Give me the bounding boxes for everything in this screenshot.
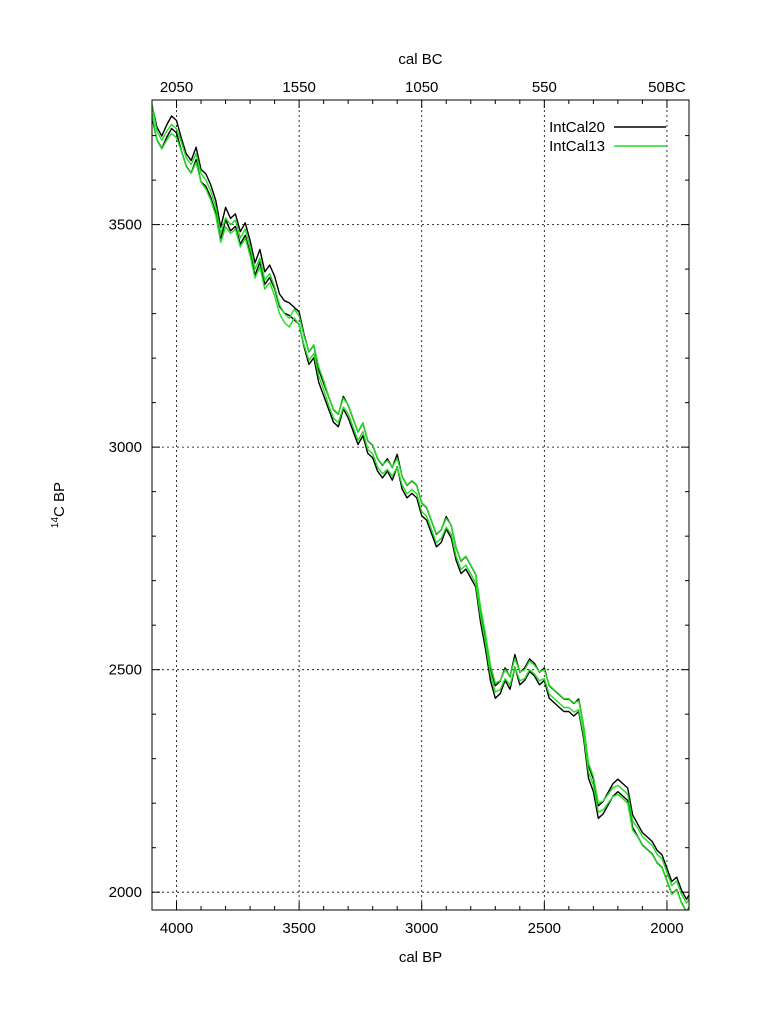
grid-lines xyxy=(152,100,689,910)
x-tick-label: 3000 xyxy=(405,920,438,937)
x-tick-label: 3500 xyxy=(282,920,315,937)
legend-label-intcal13: IntCal13 xyxy=(549,138,605,155)
x-axis-title: cal BP xyxy=(399,949,442,966)
x-top-axis-title: cal BC xyxy=(398,51,442,68)
x-tick-label: 2000 xyxy=(650,920,683,937)
tick-labels: 4000 2050 3500 1550 3000 1050 2500 550 2000 50BC 2… xyxy=(109,79,686,937)
axis-ticks xyxy=(151,100,689,910)
lower-band-line-intcal20 xyxy=(152,117,689,910)
y-tick-label: 3500 xyxy=(109,217,142,234)
plot-area-frame xyxy=(151,99,690,911)
y-tick-label: 2000 xyxy=(109,884,142,901)
y-tick-label: 2500 xyxy=(109,662,142,679)
lower-band-line-intcal13 xyxy=(152,113,689,910)
series-intcal13 xyxy=(152,104,689,910)
series-bands xyxy=(152,104,689,910)
x-tick-label: 2500 xyxy=(528,920,561,937)
y-axis-title: 14C BP xyxy=(50,482,68,528)
upper-band-line-intcal13 xyxy=(152,104,689,904)
x-top-tick-label: 1050 xyxy=(405,79,438,96)
legend-label-intcal20: IntCal20 xyxy=(549,119,605,136)
y-axis-title-superscript: 14 xyxy=(50,517,61,529)
x-top-tick-label: 550 xyxy=(532,79,557,96)
y-axis-title-main: C BP xyxy=(51,482,68,517)
legend: IntCal20 IntCal13 xyxy=(549,119,666,155)
x-top-tick-label: 2050 xyxy=(160,79,193,96)
x-top-tick-label: 1550 xyxy=(282,79,315,96)
x-tick-label: 4000 xyxy=(160,920,193,937)
x-top-tick-label: 50BC xyxy=(648,79,686,96)
y-tick-label: 3000 xyxy=(109,439,142,456)
upper-band-line-intcal20 xyxy=(152,104,689,900)
